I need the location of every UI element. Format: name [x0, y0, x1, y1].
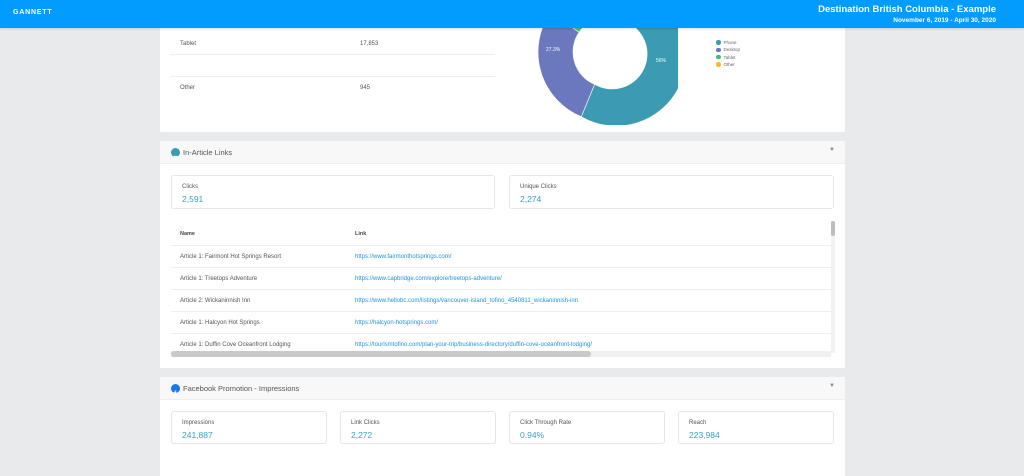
horizontal-scroll-thumb[interactable]: [171, 351, 591, 357]
table-horizontal-scrollbar[interactable]: [171, 351, 831, 357]
stat-card-impressions: Impressions 241,887: [171, 411, 327, 444]
legend-item-tablet[interactable]: Tablet: [716, 54, 740, 61]
chevron-down-icon[interactable]: ▼: [829, 383, 835, 389]
report-title: Destination British Columbia - Example: [818, 4, 996, 15]
in-article-links-panel: In-Article Links ▼ Clicks 2,591 Unique C…: [160, 141, 845, 368]
in-article-links-header[interactable]: In-Article Links ▼: [160, 141, 845, 164]
row-link[interactable]: https://www.hellobc.com/listings/vancouv…: [355, 298, 579, 304]
device-row: Other 945: [170, 76, 495, 98]
svg-text:f: f: [174, 391, 177, 397]
table-row: Article 1: Fairmont Hot Springs Resort h…: [171, 245, 831, 267]
row-link[interactable]: https://www.fairmonthotsprings.com/: [355, 254, 452, 260]
stat-card-reach: Reach 223,984: [678, 411, 834, 444]
stat-card-clicks: Clicks 2,591: [171, 175, 495, 209]
legend-item-phone[interactable]: Phone: [716, 39, 740, 46]
top-header: GANNETT Destination British Columbia - E…: [0, 0, 1024, 28]
row-link[interactable]: https://halcyon-hotsprings.com/: [355, 320, 439, 326]
row-link[interactable]: https://www.capbridge.com/explore/treeto…: [355, 276, 502, 282]
vertical-scroll-thumb[interactable]: [831, 221, 835, 236]
table-row: Article 1: Halcyon Hot Springs https://h…: [171, 311, 831, 333]
stat-label: Link Clicks: [351, 420, 380, 426]
stat-label: Unique Clicks: [520, 184, 557, 190]
date-range: November 6, 2019 - April 30, 2020: [893, 17, 996, 24]
stat-card-unique-clicks: Unique Clicks 2,274: [509, 175, 834, 209]
row-name: Article 1: Fairmont Hot Springs Resort: [180, 254, 282, 260]
stat-value: 2,272: [351, 430, 373, 440]
row-name: Article 1: Duffin Cove Oceanfront Lodgin…: [180, 342, 291, 348]
stat-card-link-clicks: Link Clicks 2,272: [340, 411, 496, 444]
stat-value: 0.94%: [520, 430, 545, 440]
stat-value: 2,591: [182, 194, 204, 204]
device-row: Tablet 17,853: [170, 41, 495, 76]
row-name: Article 1: Treetops Adventure: [180, 276, 258, 282]
device-value: 17,853: [360, 41, 379, 47]
brand-logo: GANNETT: [13, 9, 53, 16]
table-row: Article 1: Duffin Cove Oceanfront Lodgin…: [171, 333, 831, 355]
facebook-promotion-header[interactable]: f Facebook Promotion - Impressions ▼: [160, 377, 845, 400]
device-name: Other: [180, 85, 196, 91]
device-breakdown-panel: Desktop 30,896 Tablet 17,853 Other 945 5…: [160, 0, 845, 132]
row-link[interactable]: https://tourismtofino.com/plan-your-trip…: [355, 342, 592, 348]
facebook-promotion-panel: f Facebook Promotion - Impressions ▼ Imp…: [160, 377, 845, 476]
column-header-name[interactable]: Name: [180, 231, 195, 237]
desktop-pct-label: 27.3%: [546, 47, 561, 53]
stat-label: Clicks: [182, 184, 198, 190]
table-row: Article 2: Wickaninnish Inn https://www.…: [171, 289, 831, 311]
column-header-link[interactable]: Link: [355, 231, 367, 237]
phone-pct-label: 56%: [656, 58, 667, 64]
stat-value: 241,887: [182, 430, 213, 440]
legend-item-other[interactable]: Other: [716, 61, 740, 68]
row-name: Article 2: Wickaninnish Inn: [180, 298, 251, 304]
report-title-block: Destination British Columbia - Example N…: [818, 4, 996, 24]
row-name: Article 1: Halcyon Hot Springs: [180, 320, 260, 326]
stat-value: 223,984: [689, 430, 720, 440]
chevron-down-icon[interactable]: ▼: [829, 147, 835, 153]
panel-title: In-Article Links: [183, 148, 233, 157]
stat-label: Impressions: [182, 420, 215, 426]
panel-title: Facebook Promotion - Impressions: [183, 384, 300, 393]
donut-legend: Phone Desktop Tablet Other: [716, 39, 740, 68]
stat-label: Reach: [689, 420, 707, 426]
table-vertical-scrollbar[interactable]: [831, 221, 835, 353]
facebook-icon: f: [171, 384, 180, 398]
device-value: 945: [360, 85, 371, 91]
stat-label: Click Through Rate: [520, 420, 572, 426]
table-row: Article 1: Treetops Adventure https://ww…: [171, 267, 831, 289]
legend-item-desktop[interactable]: Desktop: [716, 46, 740, 53]
stat-value: 2,274: [520, 194, 542, 204]
stat-card-click-through-rate: Click Through Rate 0.94%: [509, 411, 665, 444]
device-name: Tablet: [180, 41, 197, 47]
link-icon: [171, 148, 180, 158]
